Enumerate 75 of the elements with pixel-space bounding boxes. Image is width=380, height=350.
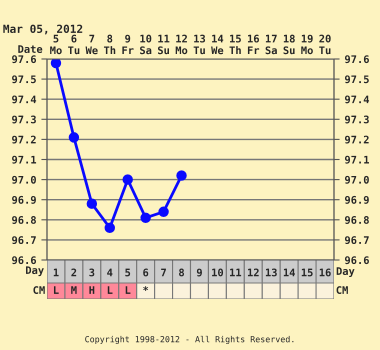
- y2-tick-label: 96.6: [344, 256, 369, 264]
- text: H: [89, 286, 94, 294]
- y2-tick-label: 96.8: [344, 216, 369, 224]
- x2-tick-label: 16 Fr: [248, 34, 260, 54]
- y-tick-label: 97.1: [12, 156, 36, 164]
- y2-tick-label: 97.2: [344, 136, 369, 144]
- x-tick-label: 9: [196, 268, 202, 276]
- y2-tick-label: 97.3: [344, 116, 369, 124]
- y2-tick-label: 97.5: [344, 75, 369, 84]
- y-tick-label: 96.9: [12, 196, 36, 204]
- x2-tick-label: 5 Mo: [50, 34, 62, 54]
- x2-tick-label: 9 Fr: [122, 34, 134, 54]
- x-tick-label: 4: [107, 268, 112, 276]
- x2-axis-title: Date: [18, 45, 42, 53]
- x2-tick-label: 17 Sa: [266, 34, 277, 54]
- x2-tick-label: 13 Tu: [194, 34, 206, 54]
- y-tick-label: 97.2: [12, 136, 36, 144]
- text: L: [54, 286, 59, 294]
- x2-tick-label: 6 Tu: [68, 34, 80, 54]
- x2-tick-label: 14 We: [211, 34, 224, 54]
- x-tick-label: 15: [302, 268, 313, 276]
- x-tick-label: 7: [161, 268, 166, 276]
- text: L: [126, 286, 130, 294]
- chart-title: Mar 05, 2012: [3, 24, 82, 34]
- x-tick-label: 14: [284, 268, 295, 276]
- x2-tick-label: 8 Th: [104, 34, 116, 54]
- text: M: [71, 286, 77, 294]
- text: *: [143, 286, 148, 291]
- point: [86, 198, 98, 209]
- y-tick-label: 97.0: [12, 176, 36, 184]
- y2-tick-label: 97.0: [344, 176, 369, 184]
- point: [140, 212, 151, 223]
- x2-tick-label: 7 We: [86, 34, 98, 54]
- x-tick-label: 16: [320, 268, 331, 276]
- x-tick-label: 12: [248, 268, 259, 276]
- x2-tick-label: 18 Su: [284, 34, 295, 54]
- y-tick-label: 96.7: [12, 236, 36, 244]
- y-tick-label: 97.4: [12, 95, 36, 104]
- y-tick-label: 97.3: [12, 116, 36, 124]
- x-tick-label: 3: [89, 268, 94, 276]
- point: [122, 174, 133, 185]
- x2-tick-label: 15 Th: [230, 34, 241, 54]
- y-tick-label: 97.6: [12, 55, 36, 64]
- text: CM: [336, 286, 348, 294]
- x2-tick-label: 10 Sa: [140, 34, 152, 54]
- text: CM: [33, 286, 45, 294]
- x-tick-label: 10: [212, 268, 224, 276]
- x-tick-label: 8: [179, 268, 184, 276]
- y-tick-label: 96.6: [12, 256, 36, 264]
- y2-tick-label: 96.9: [344, 196, 369, 204]
- y-tick-label: 97.5: [12, 75, 36, 84]
- text: L: [108, 286, 112, 294]
- y2-tick-label: 96.7: [344, 236, 369, 244]
- y2-tick-label: 97.4: [344, 95, 370, 104]
- text: Day: [336, 267, 355, 278]
- point: [68, 132, 80, 143]
- x2-tick-label: 19 Mo: [301, 34, 313, 54]
- y-tick-label: 96.8: [12, 216, 36, 224]
- x2-tick-label: 11 Su: [158, 34, 170, 54]
- point: [50, 59, 62, 68]
- x2-tick-label: 12 Mo: [176, 34, 188, 54]
- x-tick-label: 5: [125, 268, 130, 276]
- x-tick-label: 2: [71, 268, 76, 276]
- x-tick-label: 13: [266, 268, 277, 276]
- y2-tick-label: 97.1: [344, 156, 370, 164]
- text: Copyright 1998-2012 - All Rights Reserved.: [85, 336, 294, 344]
- x-tick-label: 1: [54, 268, 59, 276]
- x-axis-title: Day: [26, 266, 44, 276]
- point: [176, 170, 187, 181]
- x-tick-label: 11: [230, 268, 242, 276]
- point: [104, 222, 115, 234]
- x-tick-label: 6: [143, 268, 148, 276]
- point: [158, 206, 169, 217]
- y2-tick-label: 97.6: [344, 55, 369, 64]
- x2-tick-label: 20 Tu: [319, 34, 331, 54]
